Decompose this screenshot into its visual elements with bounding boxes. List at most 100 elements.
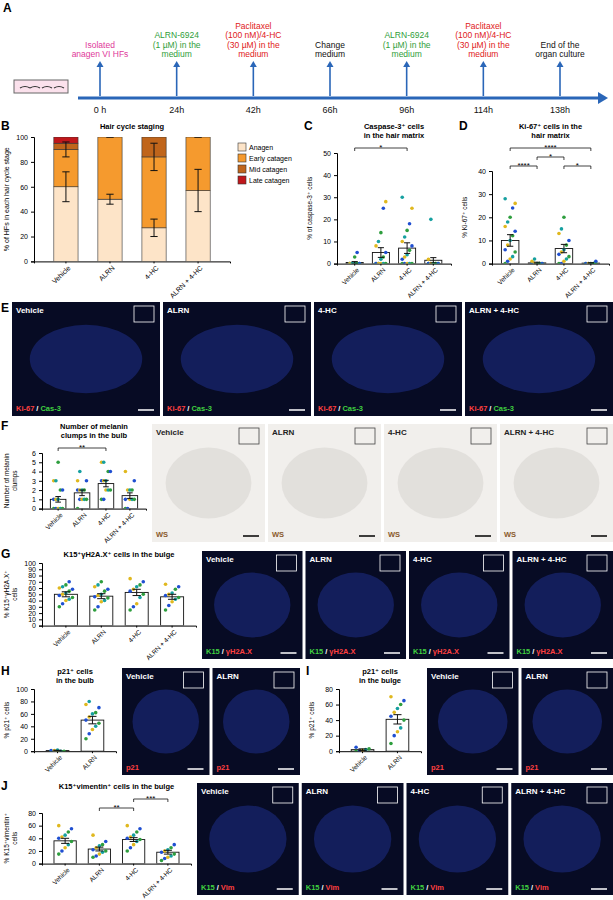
bar bbox=[386, 719, 409, 751]
scale-bar bbox=[591, 652, 607, 654]
stain-name: K15 bbox=[206, 647, 220, 656]
event-label: (1 µM) in the bbox=[383, 40, 431, 50]
stain-legend: K15/γH2A.X bbox=[310, 647, 356, 656]
data-point bbox=[164, 608, 168, 612]
tick: 0 bbox=[32, 622, 42, 629]
event-arrowhead bbox=[557, 61, 564, 67]
event-label: Paclitaxel bbox=[465, 21, 501, 31]
data-point bbox=[64, 599, 68, 603]
data-point bbox=[560, 227, 564, 231]
chart-title: Number of melanin bbox=[60, 422, 128, 431]
data-point bbox=[511, 255, 515, 259]
tick-label: 4-HC bbox=[554, 266, 570, 282]
marks bbox=[54, 137, 210, 261]
error-bar bbox=[79, 490, 85, 496]
event-arrow bbox=[483, 66, 485, 96]
panel-c: CCaspase-3⁺ cellsin the hair matrix% of … bbox=[304, 119, 452, 299]
data-point bbox=[402, 699, 406, 703]
image-background bbox=[268, 424, 381, 542]
data-point bbox=[125, 837, 129, 841]
tick: ALRN bbox=[386, 751, 403, 771]
data-point bbox=[408, 249, 412, 253]
image-label: Vehicle bbox=[201, 787, 229, 796]
tick-label: 5 bbox=[32, 459, 36, 466]
stain-legend: Ki-67/Cas-3 bbox=[469, 404, 514, 413]
significance-label: * bbox=[576, 161, 579, 170]
event-time: 114h bbox=[474, 105, 493, 115]
event-label: ALRN-6924 bbox=[154, 30, 199, 40]
tick: 4-HC bbox=[554, 264, 570, 282]
data-point bbox=[163, 857, 167, 861]
data-point bbox=[508, 216, 512, 220]
error-bar bbox=[164, 850, 172, 854]
event-time: 138h bbox=[550, 105, 570, 115]
error-bar bbox=[194, 169, 201, 211]
tick: ALRN bbox=[81, 751, 98, 771]
tick-label: Vehicle bbox=[44, 511, 64, 531]
tick-mark bbox=[39, 481, 42, 482]
data-point bbox=[562, 216, 566, 220]
tick: 1 bbox=[32, 496, 42, 503]
data-point bbox=[405, 229, 409, 233]
data-point bbox=[392, 711, 396, 715]
error-bar bbox=[127, 493, 133, 499]
error-line bbox=[95, 847, 103, 848]
image-annotation: WS bbox=[504, 530, 516, 539]
stain-separator: / bbox=[489, 404, 492, 413]
scale-bar bbox=[475, 535, 491, 537]
stain-name: p21 bbox=[526, 763, 539, 772]
panel-g: GK15⁺γH2A.X⁺ cells in the bulge% K15⁺γH2… bbox=[1, 547, 197, 661]
tick: Vehicle bbox=[348, 751, 368, 773]
chart-title: in the hair matrix bbox=[364, 131, 425, 140]
data-point bbox=[61, 602, 65, 606]
tick-mark bbox=[39, 582, 42, 583]
data-point bbox=[124, 470, 128, 474]
panel-letter: H bbox=[1, 664, 10, 678]
error-line bbox=[130, 841, 138, 842]
data-point bbox=[104, 849, 108, 853]
tick-label: 30 bbox=[323, 194, 331, 201]
image-annotation: WS bbox=[272, 530, 284, 539]
micrograph: ALRN + 4-HCK15/Vim bbox=[511, 783, 613, 895]
data-point bbox=[503, 225, 507, 229]
plot-area: 0102030405060708090100VehicleALRN4-HCALR… bbox=[24, 560, 196, 662]
image-label: 4-HC bbox=[413, 555, 432, 564]
data-point bbox=[94, 711, 98, 715]
tick-label: 80 bbox=[28, 810, 36, 817]
data-point bbox=[128, 589, 132, 593]
data-point bbox=[389, 695, 393, 699]
data-point bbox=[94, 725, 98, 729]
tick: 20 bbox=[325, 732, 339, 739]
tick: ALRN + 4-HC bbox=[102, 509, 135, 545]
stain-name: γH2A.X bbox=[226, 647, 252, 656]
tick-mark bbox=[92, 751, 93, 753]
chart-title: hair matrix bbox=[531, 131, 570, 140]
inset-box bbox=[471, 428, 491, 444]
axis: 020406080100 bbox=[16, 686, 34, 755]
inset-box bbox=[484, 555, 504, 571]
stain-legend: p21 bbox=[126, 763, 139, 772]
data-point bbox=[160, 859, 164, 863]
tick-label: 20 bbox=[478, 214, 486, 221]
data-point bbox=[91, 712, 95, 716]
scale-bar bbox=[486, 888, 502, 890]
micrograph: ALRNK15/Vim bbox=[302, 783, 404, 895]
tick-mark bbox=[109, 261, 110, 263]
error-line bbox=[129, 493, 130, 499]
event-label: anagen VI HFs bbox=[72, 49, 129, 59]
event-label: medium bbox=[315, 49, 345, 59]
stain-name: Ki-67 bbox=[167, 404, 185, 413]
event-arrow bbox=[253, 66, 255, 96]
axis: 020406080 bbox=[28, 810, 42, 868]
image-background bbox=[465, 302, 613, 416]
tick-mark bbox=[336, 689, 339, 690]
stain-name: Cas-3 bbox=[342, 404, 362, 413]
tick-label: 30 bbox=[478, 191, 486, 198]
tick-label: ALRN + 4-HC bbox=[168, 264, 203, 299]
micrograph: VehicleK15/γH2A.X bbox=[202, 551, 303, 659]
tick-label: ALRN + 4-HC bbox=[140, 866, 173, 899]
tick-label: 100 bbox=[16, 134, 28, 141]
data-point bbox=[163, 849, 167, 853]
inset-box bbox=[274, 672, 294, 688]
tick-mark bbox=[99, 864, 100, 866]
